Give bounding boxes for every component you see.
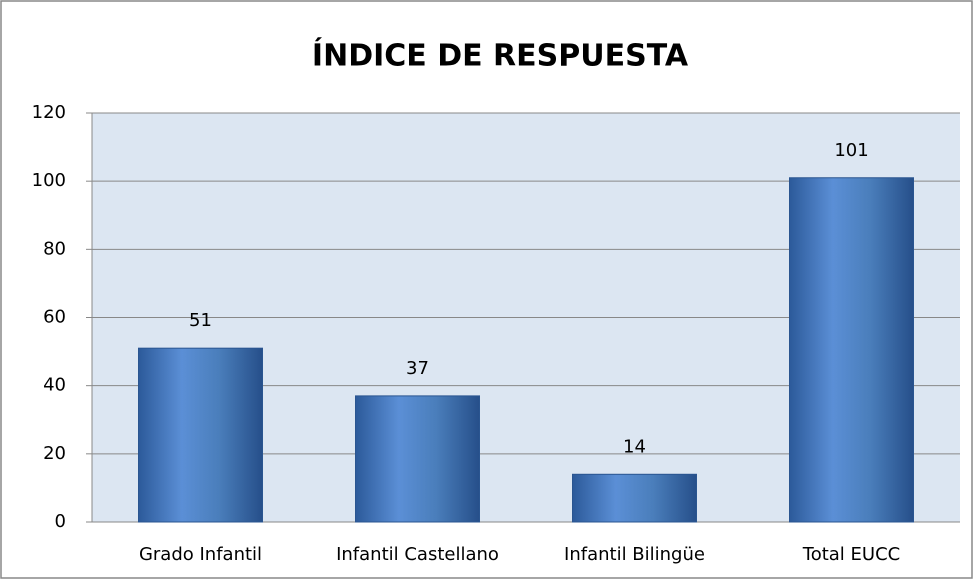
y-tick-label: 40 xyxy=(43,375,66,396)
x-tick-label: Infantil Bilingüe xyxy=(564,544,705,565)
bar xyxy=(138,347,263,523)
data-label: 101 xyxy=(834,140,868,161)
x-tick-label: Infantil Castellano xyxy=(336,544,499,565)
x-tick-label: Total EUCC xyxy=(802,544,900,565)
bar xyxy=(355,395,480,523)
y-tick-label: 120 xyxy=(32,102,66,123)
bar xyxy=(572,473,697,523)
chart-title: ÍNDICE DE RESPUESTA xyxy=(312,38,689,74)
x-tick-label: Grado Infantil xyxy=(139,544,262,565)
y-tick-label: 60 xyxy=(43,307,66,328)
data-label: 14 xyxy=(623,436,646,457)
data-label: 51 xyxy=(189,310,212,331)
y-tick-label: 20 xyxy=(43,443,66,464)
data-label: 37 xyxy=(406,358,429,379)
y-tick-label: 100 xyxy=(32,170,66,191)
y-tick-label: 80 xyxy=(43,238,66,259)
bar xyxy=(789,177,914,523)
y-tick-label: 0 xyxy=(55,511,66,532)
